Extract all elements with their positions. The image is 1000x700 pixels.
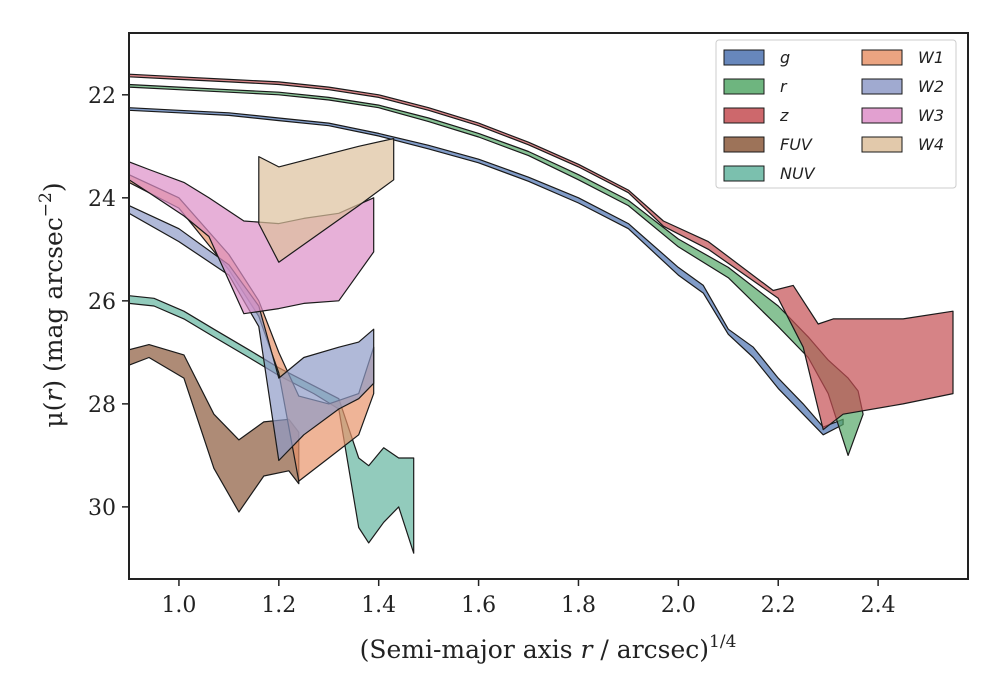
y-tick-label: 26 [88,290,116,315]
legend-swatch-r [723,78,765,95]
legend-label-z: z [779,106,789,125]
x-axis-ticks: 1.0 1.2 1.4 1.6 1.8 2.0 2.2 2.4 [161,579,896,618]
legend-label-w4: W4 [918,135,944,154]
band-z [129,73,954,431]
legend-swatch-w1 [861,49,903,66]
band-fuv [129,344,300,513]
legend-swatch-fuv [723,136,765,153]
legend-swatch-w4 [861,136,903,153]
legend-swatch-w3 [861,107,903,124]
legend-label-w2: W2 [918,77,944,96]
legend-label-w1: W1 [918,48,944,67]
legend-label-g: g [780,48,790,67]
y-tick-label: 30 [88,496,116,521]
band-w4 [258,138,395,263]
legend-swatch-nuv [723,165,765,182]
band-r [129,83,864,456]
legend-label-w3: W3 [918,106,944,125]
y-tick-label: 22 [88,84,116,109]
x-tick-label: 1.4 [361,593,396,618]
x-tick-label: 1.8 [561,593,596,618]
x-tick-label: 2.2 [761,593,796,618]
x-tick-label: 1.2 [261,593,296,618]
y-tick-label: 24 [88,187,116,212]
legend-swatch-w2 [861,78,903,95]
x-tick-label: 2.0 [661,593,696,618]
x-tick-label: 1.6 [461,593,496,618]
legend-label-fuv: FUV [780,135,813,154]
series-bands [129,73,954,554]
plot-frame [128,32,969,580]
legend-swatch-z [723,107,765,124]
band-w3 [129,161,375,315]
y-axis-ticks: 22 24 26 28 30 [88,84,129,521]
x-axis-label: (Semi-major axis r / arcsec)1/4 [360,632,737,664]
legend-swatch-g [723,49,765,66]
y-axis-label: μ(r) (mag arcsec−2) [36,182,68,427]
x-tick-label: 2.4 [861,593,896,618]
legend: grz FUV NUV W1 W2 W3 W4 [715,39,957,189]
x-tick-label: 1.0 [161,593,196,618]
band-nuv [129,295,415,554]
legend-label-nuv: NUV [780,164,816,183]
legend-label-r: r [780,77,788,96]
y-tick-label: 28 [88,393,116,418]
